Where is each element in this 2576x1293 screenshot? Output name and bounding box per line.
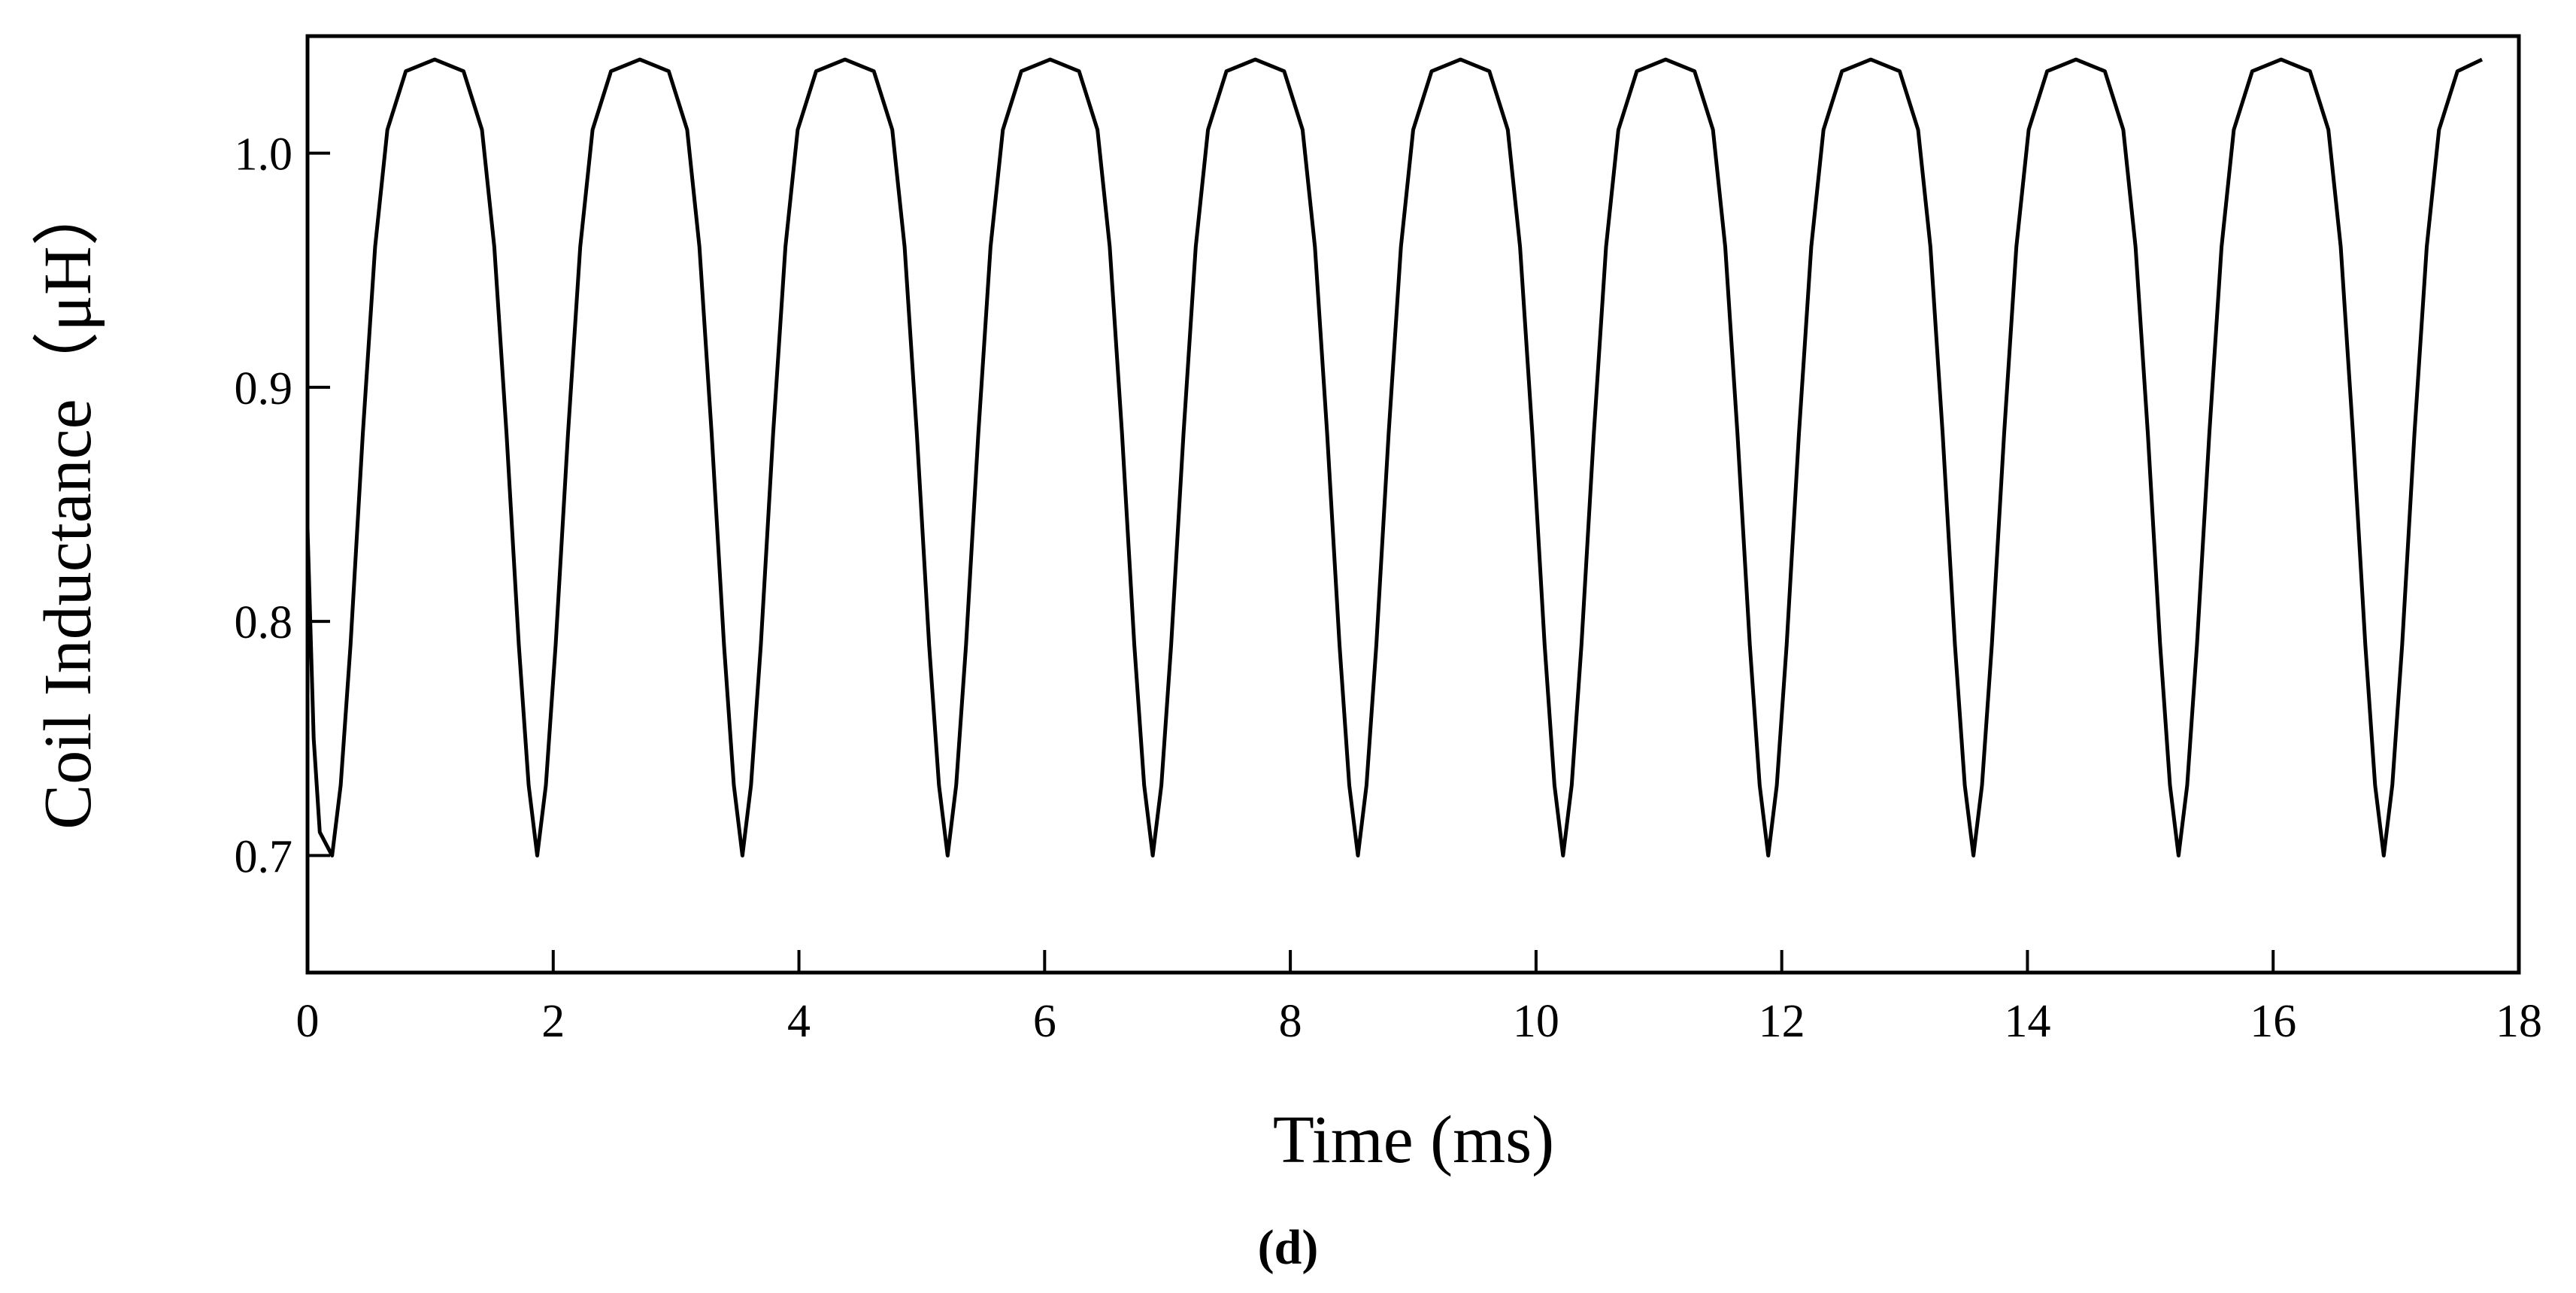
y-tick-label: 0.7 [235, 831, 293, 882]
x-tick-label: 8 [1279, 996, 1302, 1047]
x-tick-label: 6 [1033, 996, 1056, 1047]
x-tick-label: 0 [296, 996, 320, 1047]
caption: (d) [1258, 1220, 1319, 1275]
data-line [305, 57, 2484, 857]
plot-frame [305, 34, 2521, 975]
y-axis-label: Coil Inductance（μH） [31, 178, 105, 830]
y-tick-label: 1.0 [235, 129, 293, 181]
x-axis-label: Time (ms) [1273, 1103, 1554, 1177]
x-tick-label: 14 [2004, 996, 2050, 1047]
x-tick-label: 18 [2496, 996, 2542, 1047]
x-tick-label: 4 [787, 996, 811, 1047]
x-tick-label: 16 [2250, 996, 2296, 1047]
x-tick-label: 12 [1759, 996, 1805, 1047]
x-tick-label: 10 [1513, 996, 1559, 1047]
y-tick-label: 0.8 [235, 597, 293, 648]
x-tick-label: 2 [541, 996, 565, 1047]
y-tick-label: 0.9 [235, 363, 293, 414]
